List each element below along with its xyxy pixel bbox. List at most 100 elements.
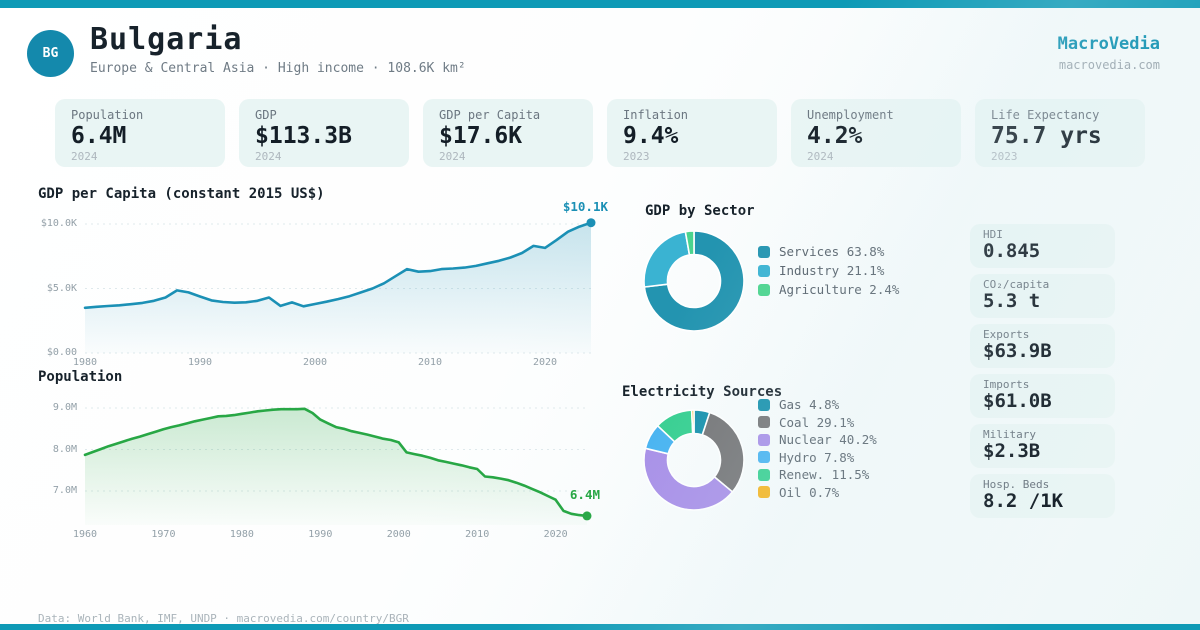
footer-source-text: Data: World Bank, IMF, UNDP · macrovedia… <box>38 612 409 625</box>
legend-label: Hydro 7.8% <box>779 449 855 465</box>
legend-item-renewables: Renew. 11.5% <box>758 467 877 482</box>
donut-slice-oil <box>690 409 695 435</box>
y-tick-label: 7.0M <box>52 485 77 496</box>
y-tick-label: $5.0K <box>46 282 77 294</box>
gdp-by-sector-donut <box>643 230 745 332</box>
legend-label: Gas 4.8% <box>779 397 840 412</box>
y-tick-label: $10.0K <box>40 218 77 229</box>
legend-swatch <box>758 486 770 498</box>
electricity-sources-title: Electricity Sources <box>622 384 783 400</box>
legend-swatch <box>758 433 770 446</box>
side-value: 8.2 /1K <box>983 490 1064 512</box>
stat-card-life-expectancy: Life Expectancy 75.7 yrs 2023 <box>975 99 1145 167</box>
stat-year: 2024 <box>255 150 282 163</box>
stat-year: 2024 <box>439 150 466 163</box>
side-value: 5.3 t <box>983 290 1041 312</box>
electricity-sources-donut <box>643 409 745 511</box>
y-tick-label: 8.0M <box>52 443 77 455</box>
top-accent-bar <box>0 0 1200 8</box>
stat-cards-row: Population 6.4M 2024 GDP $113.3B 2024 GD… <box>55 99 1145 167</box>
side-stat-column: HDI 0.845 CO₂/capita 5.3 t Exports $63.9… <box>970 224 1115 518</box>
stat-card-gdp-per-capita: GDP per Capita $17.6K 2024 <box>423 99 593 167</box>
side-card-imports: Imports $61.0B <box>970 374 1115 418</box>
x-tick-label: 2020 <box>532 357 558 368</box>
legend-label: Nuclear 40.2% <box>779 432 877 447</box>
legend-swatch <box>758 416 770 428</box>
donut-slice-agriculture <box>684 230 695 256</box>
side-label: Exports <box>983 328 1030 341</box>
stat-value: $17.6K <box>439 123 523 149</box>
stat-card-unemployment: Unemployment 4.2% 2024 <box>791 99 961 167</box>
legend-item-gas: Gas 4.8% <box>758 397 877 412</box>
x-tick-label: 2000 <box>302 357 328 368</box>
stat-label: Life Expectancy <box>991 108 1100 122</box>
brand-logo[interactable]: MacroVedia <box>1057 34 1160 54</box>
x-tick-label: 2020 <box>543 529 568 540</box>
y-tick-label: 9.0M <box>52 402 77 413</box>
side-card-hospital-beds: Hosp. Beds 8.2 /1K <box>970 474 1115 518</box>
legend-swatch <box>758 451 770 463</box>
electricity-sources-legend: Gas 4.8% Coal 29.1% Nuclear 40.2% Hydro … <box>758 397 877 500</box>
donut-slice-industry <box>643 230 691 288</box>
legend-swatch <box>758 264 770 277</box>
donut-slice-services <box>643 230 745 332</box>
x-tick-label: 1970 <box>151 529 176 540</box>
stat-label: GDP <box>255 108 277 122</box>
side-label: CO₂/capita <box>983 278 1050 291</box>
side-label: Military <box>983 428 1036 441</box>
legend-swatch <box>758 245 770 258</box>
population-latest-value-label: 6.4M <box>569 487 600 502</box>
x-tick-label: 1980 <box>229 529 254 540</box>
country-subtitle: Europe & Central Asia · High income · 10… <box>90 61 466 76</box>
side-value: $61.0B <box>983 390 1052 412</box>
x-tick-label: 1990 <box>187 357 213 368</box>
x-tick-label: 1960 <box>72 529 98 540</box>
stat-card-inflation: Inflation 9.4% 2023 <box>607 99 777 167</box>
stat-label: Unemployment <box>807 108 894 122</box>
stat-value: 4.2% <box>807 123 863 149</box>
gdp-line-chart <box>83 218 596 354</box>
legend-item-coal: Coal 29.1% <box>758 415 877 430</box>
legend-swatch <box>758 283 770 296</box>
gdp-per-capita-chart: GDP per Capita (constant 2015 US$) $10.1… <box>38 186 608 368</box>
stat-label: GDP per Capita <box>439 108 541 122</box>
stat-card-gdp: GDP $113.3B 2024 <box>239 99 409 167</box>
legend-swatch <box>758 398 770 411</box>
stat-year: 2023 <box>623 150 650 163</box>
x-tick-label: 2000 <box>386 529 411 540</box>
page-title: Bulgaria <box>90 22 243 57</box>
side-label: HDI <box>983 228 1003 241</box>
chart-title: Population <box>38 369 123 385</box>
gdp-latest-value-label: $10.1K <box>562 199 608 214</box>
stat-label: Population <box>71 108 144 122</box>
donut-slice-nuclear <box>643 447 734 511</box>
side-card-hdi: HDI 0.845 <box>970 224 1115 268</box>
legend-swatch <box>758 468 770 481</box>
side-label: Imports <box>983 378 1030 391</box>
donut-slice-coal <box>701 411 745 493</box>
x-tick-label: 2010 <box>417 357 443 368</box>
legend-label: Oil 0.7% <box>779 484 840 500</box>
population-line-chart <box>83 407 592 525</box>
legend-item-oil: Oil 0.7% <box>758 484 877 500</box>
legend-item-hydro: Hydro 7.8% <box>758 449 877 465</box>
country-code-badge: BG <box>27 30 74 77</box>
legend-item-industry: Industry 21.1% <box>758 263 899 278</box>
side-value: $2.3B <box>983 440 1041 462</box>
side-card-military: Military $2.3B <box>970 424 1115 468</box>
legend-item-agriculture: Agriculture 2.4% <box>758 282 899 297</box>
x-tick-label: 1980 <box>72 357 98 368</box>
stat-value: 6.4M <box>71 123 127 149</box>
gdp-by-sector-legend: Services 63.8% Industry 21.1% Agricultur… <box>758 244 899 297</box>
stat-value: $113.3B <box>255 123 352 149</box>
stat-label: Inflation <box>623 108 689 122</box>
population-chart: Population 6.4M 9.0M 8.0M 7.0M 1960 1970 1980… <box>38 369 608 545</box>
brand-url-link[interactable]: macrovedia.com <box>1058 58 1160 72</box>
side-card-co2-per-capita: CO₂/capita 5.3 t <box>970 274 1115 318</box>
x-tick-label: 1990 <box>308 529 333 540</box>
side-value: $63.9B <box>983 340 1052 362</box>
stat-card-population: Population 6.4M 2024 <box>55 99 225 167</box>
side-card-exports: Exports $63.9B <box>970 324 1115 368</box>
x-tick-label: 2010 <box>465 529 490 540</box>
